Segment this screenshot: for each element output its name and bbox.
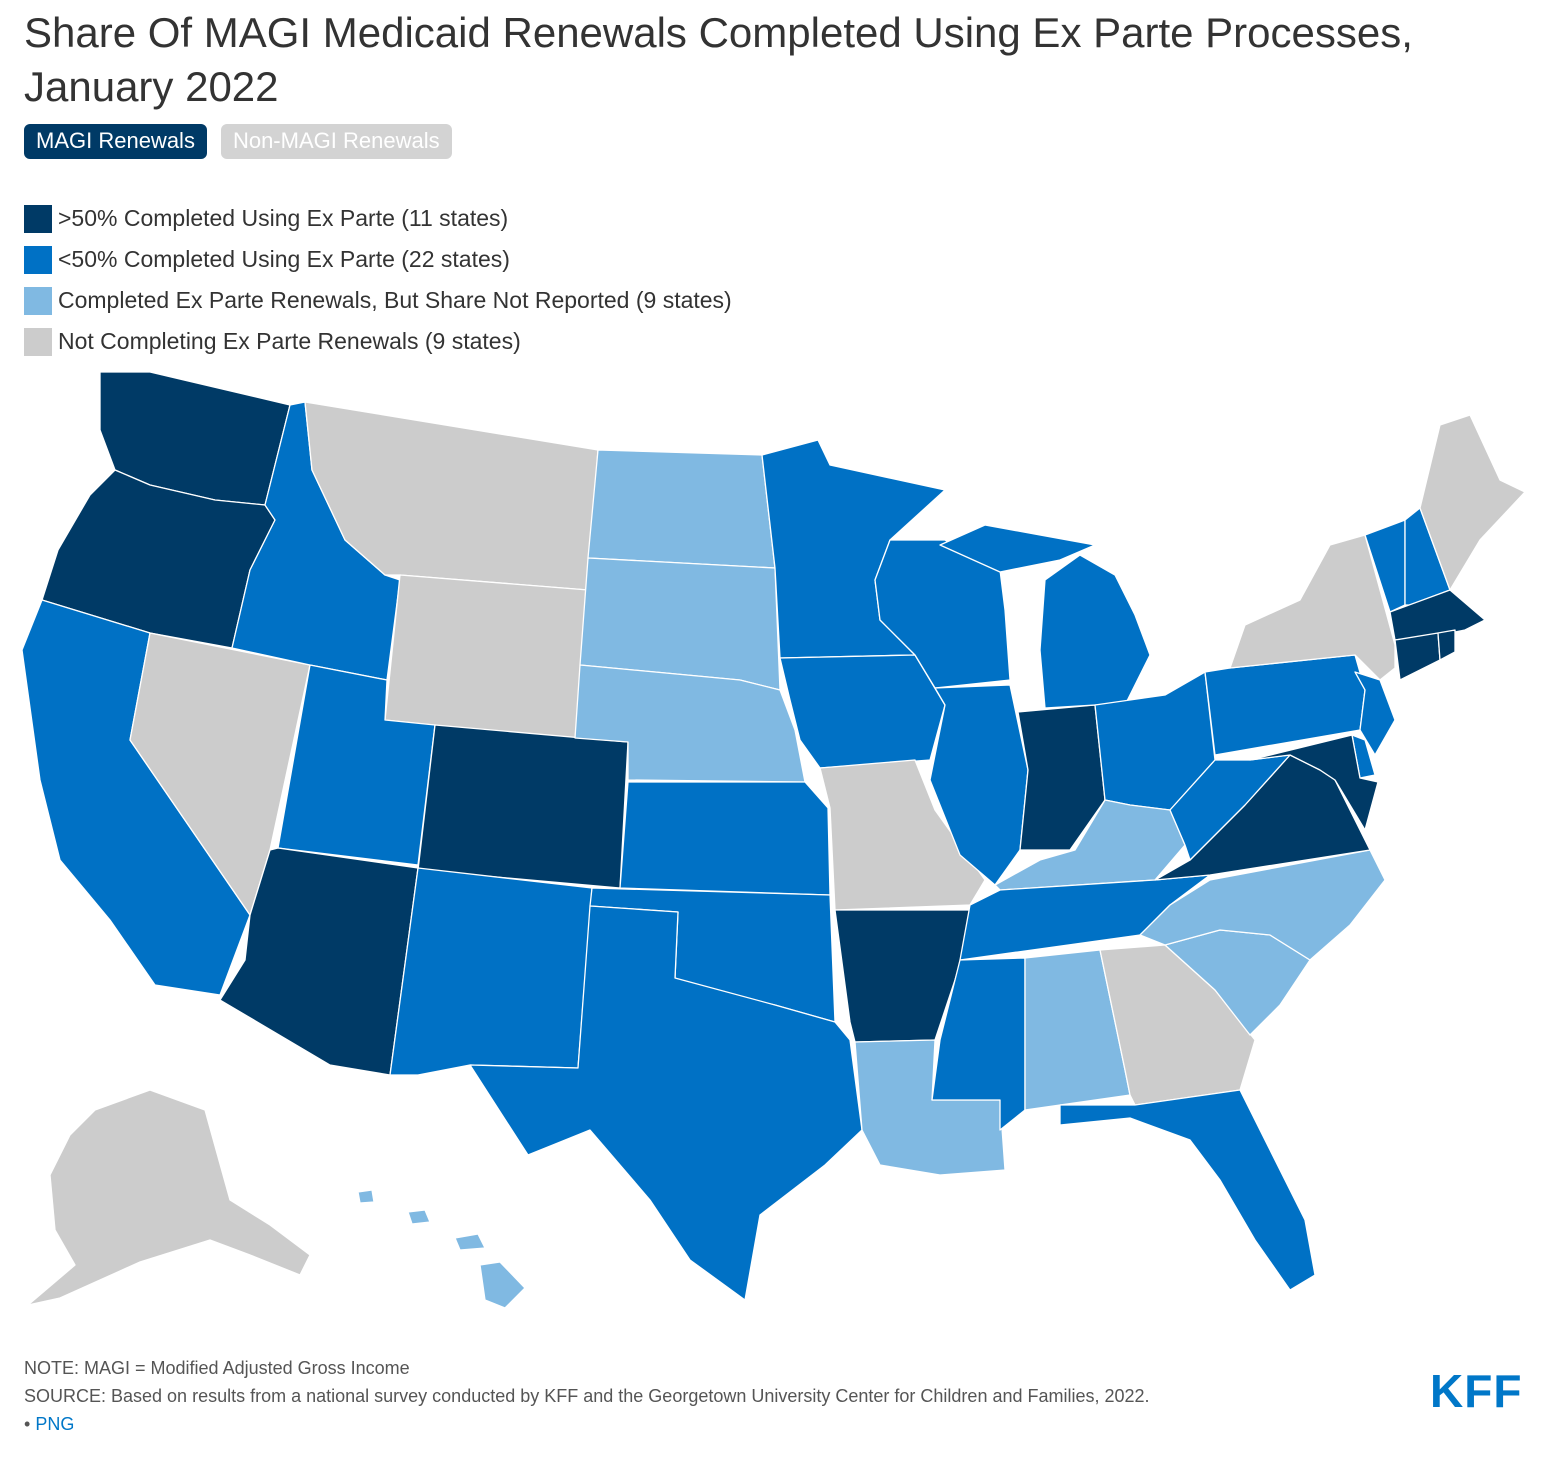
state-mi[interactable] — [939, 524, 1151, 709]
state-tx[interactable] — [469, 905, 863, 1301]
state-hi-big-island[interactable] — [479, 1261, 526, 1309]
state-ia[interactable] — [779, 654, 946, 769]
legend-item-not-completing[interactable]: Not Completing Ex Parte Renewals (9 stat… — [24, 321, 732, 362]
download-links: • PNG — [24, 1410, 1150, 1438]
state-hi-oahu[interactable] — [407, 1209, 431, 1225]
state-wv[interactable] — [1169, 754, 1291, 861]
tab-non-magi-renewals[interactable]: Non-MAGI Renewals — [220, 124, 452, 159]
map-legend: >50% Completed Using Ex Parte (11 states… — [24, 198, 732, 362]
state-ri[interactable] — [1437, 629, 1456, 661]
legend-item-over50[interactable]: >50% Completed Using Ex Parte (11 states… — [24, 198, 732, 239]
state-ct[interactable] — [1394, 632, 1441, 681]
bullet: • — [24, 1414, 31, 1434]
state-mo[interactable] — [819, 759, 986, 911]
legend-swatch-not-reported — [24, 286, 52, 315]
state-hi-maui[interactable] — [454, 1233, 486, 1251]
legend-label-not-reported: Completed Ex Parte Renewals, But Share N… — [58, 287, 732, 313]
state-nd[interactable] — [587, 449, 776, 569]
source-text: SOURCE: Based on results from a national… — [24, 1386, 1150, 1406]
state-nj[interactable] — [1354, 671, 1396, 756]
state-hi-kauai[interactable] — [357, 1189, 375, 1204]
footnote: NOTE: MAGI = Modified Adjusted Gross Inc… — [24, 1354, 1150, 1438]
state-wy[interactable] — [384, 574, 589, 741]
chart-title: Share Of MAGI Medicaid Renewals Complete… — [24, 9, 1413, 110]
legend-item-not-reported[interactable]: Completed Ex Parte Renewals, But Share N… — [24, 280, 732, 321]
renewal-type-tabs: MAGI Renewals Non-MAGI Renewals — [24, 124, 452, 159]
state-fl[interactable] — [1059, 1089, 1316, 1291]
state-ak[interactable] — [27, 1089, 311, 1306]
legend-label-not-completing: Not Completing Ex Parte Renewals (9 stat… — [58, 328, 521, 354]
legend-label-over50: >50% Completed Using Ex Parte (11 states… — [58, 205, 509, 231]
legend-swatch-over50 — [24, 204, 52, 233]
state-ny[interactable] — [1229, 534, 1396, 681]
kff-logo: KFF — [1430, 1365, 1523, 1417]
png-download-link[interactable]: PNG — [35, 1414, 75, 1434]
tab-magi-renewals[interactable]: MAGI Renewals — [24, 124, 207, 159]
legend-label-under50: <50% Completed Using Ex Parte (22 states… — [58, 246, 510, 272]
legend-swatch-not-completing — [24, 327, 52, 356]
state-nc[interactable] — [1139, 849, 1386, 961]
us-choropleth-map — [21, 371, 1526, 1309]
legend-swatch-under50 — [24, 245, 52, 274]
note-text: NOTE: MAGI = Modified Adjusted Gross Inc… — [24, 1358, 410, 1378]
state-co[interactable] — [417, 724, 629, 889]
state-la[interactable] — [854, 1039, 1006, 1176]
state-tn[interactable] — [959, 874, 1211, 961]
state-nm[interactable] — [389, 867, 593, 1076]
state-md[interactable] — [1249, 734, 1379, 831]
state-ks[interactable] — [619, 781, 831, 896]
legend-item-under50[interactable]: <50% Completed Using Ex Parte (22 states… — [24, 239, 732, 280]
state-me[interactable] — [1419, 414, 1526, 591]
